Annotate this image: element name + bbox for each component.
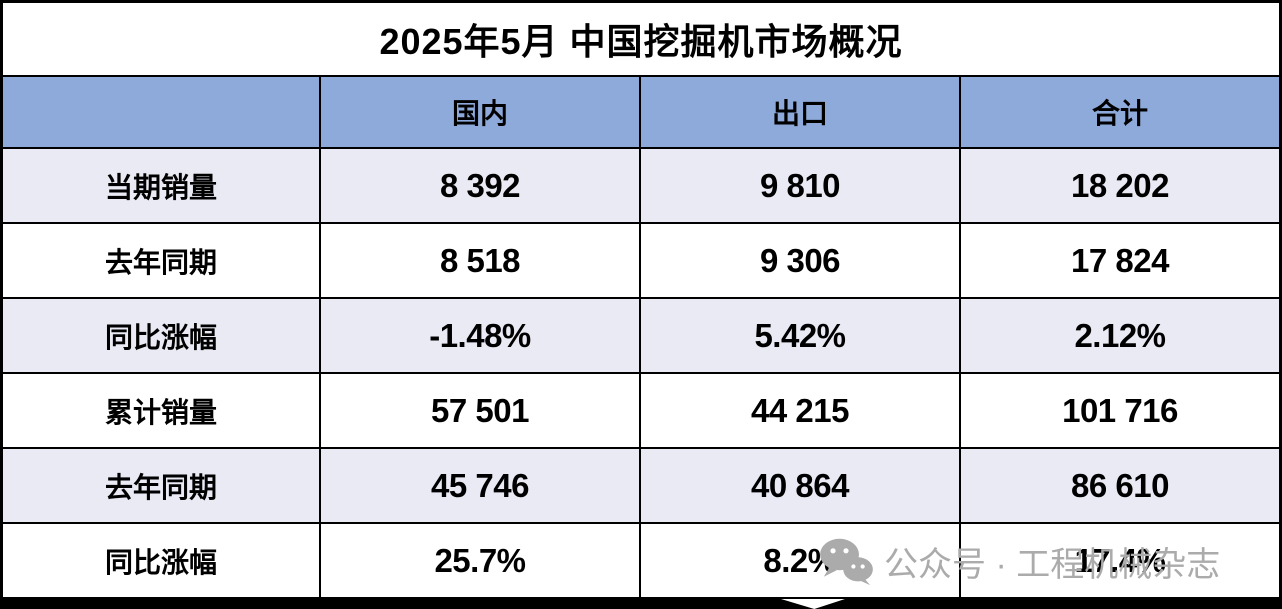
header-cell-blank <box>3 77 319 147</box>
row-label-last-year-cum: 去年同期 <box>3 449 319 522</box>
value-current-total: 18 202 <box>961 149 1279 222</box>
row-label-yoy-month: 同比涨幅 <box>3 299 319 372</box>
value-cum-lastyear-total: 86 610 <box>961 449 1279 522</box>
value-cum-yoy-domestic: 25.7% <box>321 524 639 597</box>
value-current-export: 9 810 <box>641 149 959 222</box>
value-cum-total: 101 716 <box>961 374 1279 447</box>
header-cell-total: 合计 <box>961 77 1279 147</box>
header-cell-domestic: 国内 <box>321 77 639 147</box>
row-label-current-sales: 当期销量 <box>3 149 319 222</box>
table-grid: 2025年5月 中国挖掘机市场概况 国内 出口 合计 当期销量 8 392 9 … <box>3 3 1279 597</box>
value-cum-domestic: 57 501 <box>321 374 639 447</box>
value-yoy-domestic: -1.48% <box>321 299 639 372</box>
value-lastyear-export: 9 306 <box>641 224 959 297</box>
value-cum-lastyear-export: 40 864 <box>641 449 959 522</box>
value-cum-yoy-total: 17.4% <box>961 524 1279 597</box>
row-label-cumulative-sales: 累计销量 <box>3 374 319 447</box>
value-cum-lastyear-domestic: 45 746 <box>321 449 639 522</box>
value-current-domestic: 8 392 <box>321 149 639 222</box>
bottom-border-notch <box>781 599 845 609</box>
value-cum-export: 44 215 <box>641 374 959 447</box>
page-title: 2025年5月 中国挖掘机市场概况 <box>3 3 1279 75</box>
value-cum-yoy-export: 8.2% <box>641 524 959 597</box>
value-yoy-export: 5.42% <box>641 299 959 372</box>
header-cell-export: 出口 <box>641 77 959 147</box>
row-label-yoy-cum: 同比涨幅 <box>3 524 319 597</box>
value-lastyear-total: 17 824 <box>961 224 1279 297</box>
value-lastyear-domestic: 8 518 <box>321 224 639 297</box>
value-yoy-total: 2.12% <box>961 299 1279 372</box>
row-label-last-year-month: 去年同期 <box>3 224 319 297</box>
